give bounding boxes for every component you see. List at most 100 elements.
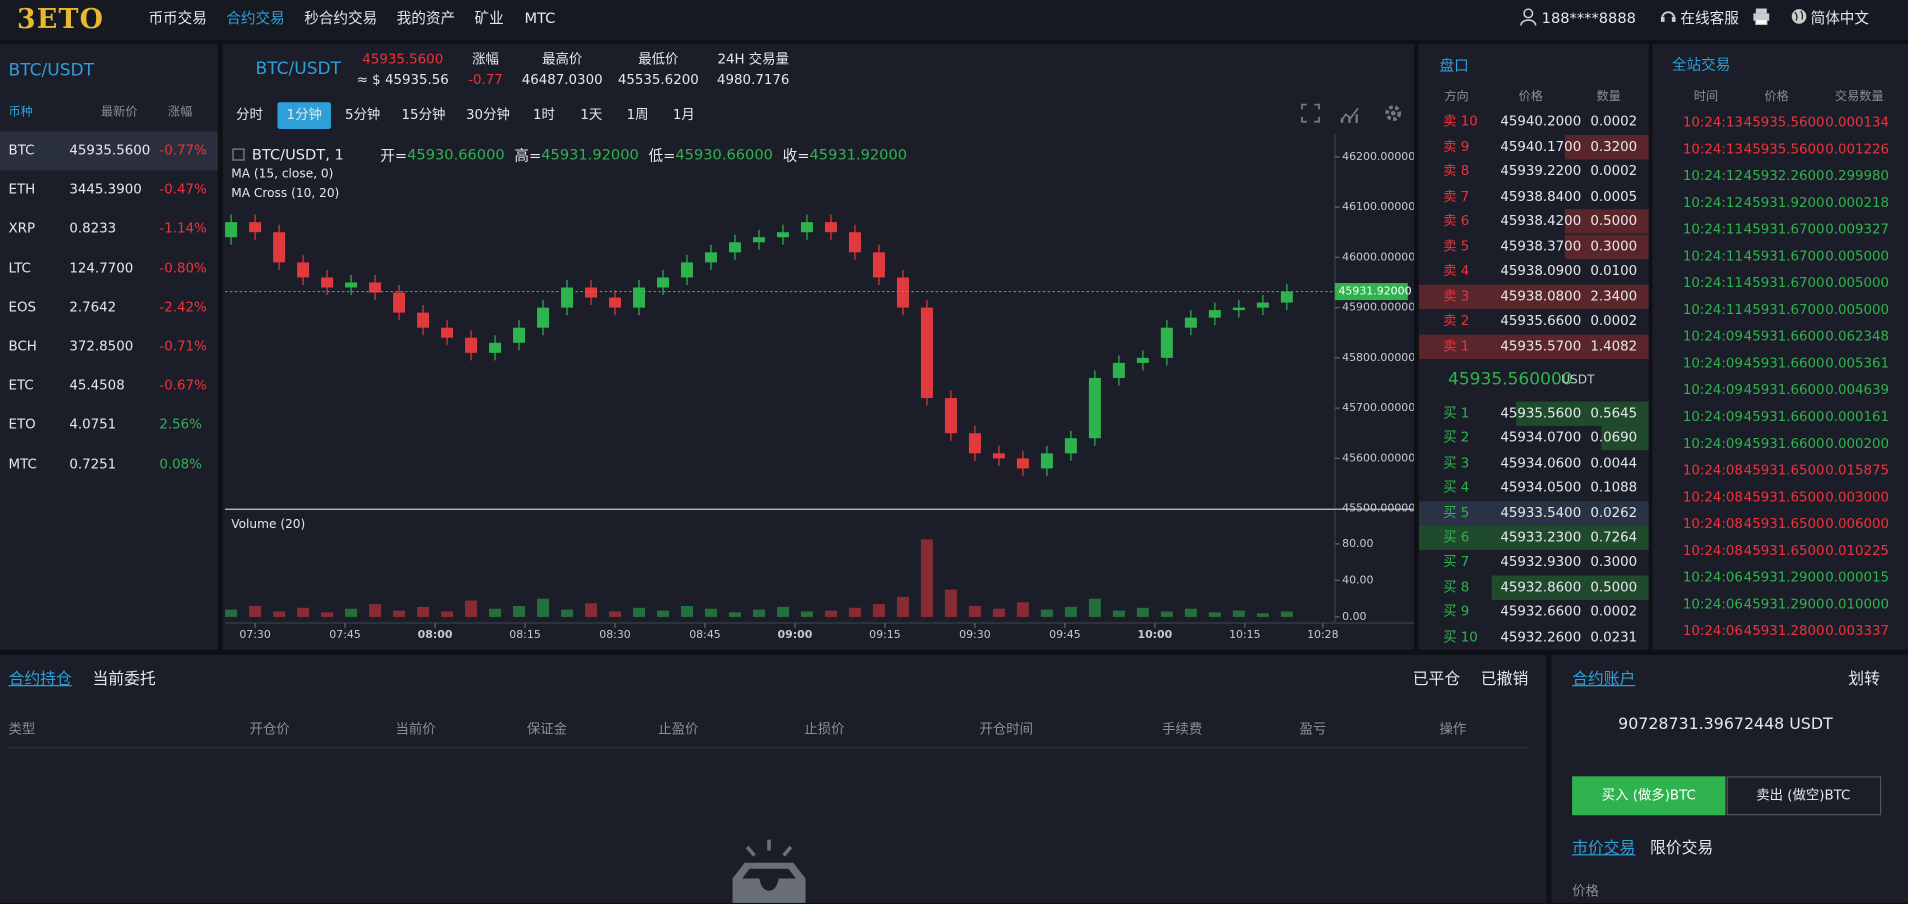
logo: 3ETO	[17, 3, 105, 36]
ask-amount: 0.0002	[1590, 312, 1638, 329]
market-change: -0.67%	[159, 377, 207, 394]
market-change: -0.80%	[159, 259, 207, 276]
ask-price: 45938.0900	[1500, 262, 1582, 279]
ohlc-label: 收=	[782, 146, 810, 164]
candle-body	[321, 277, 334, 288]
ohlc-label: 高=	[514, 146, 542, 164]
trade-price: 45931.2800	[1743, 623, 1825, 639]
ask-price: 45938.8400	[1500, 187, 1582, 204]
volume-bar	[273, 611, 286, 617]
depth-bar	[1418, 500, 1649, 526]
sell-button[interactable]: 卖出 (做空)BTC	[1726, 776, 1882, 816]
filter-tab[interactable]: 已撤销	[1480, 670, 1529, 689]
market-price: 3445.3900	[69, 181, 142, 198]
volume-bar	[609, 611, 622, 617]
transfer-link[interactable]: 划转	[1848, 670, 1880, 689]
volume-bar	[393, 610, 406, 617]
y-tick-label: 45900.00000	[1342, 301, 1414, 314]
user-icon	[1520, 8, 1537, 26]
nav-item[interactable]: MTC	[524, 9, 556, 27]
account-title[interactable]: 合约账户	[1572, 670, 1636, 689]
interval-button[interactable]: 1天	[580, 107, 603, 123]
interval-button[interactable]: 5分钟	[344, 107, 381, 123]
print-icon[interactable]	[1752, 7, 1770, 25]
volume-bar	[872, 604, 885, 617]
volume-bar	[896, 596, 909, 617]
nav-item[interactable]: 合约交易	[226, 9, 285, 27]
bid-price: 45933.5400	[1500, 504, 1582, 521]
order-type-tab[interactable]: 限价交易	[1649, 839, 1714, 858]
bid-level: 买 8	[1443, 578, 1470, 595]
interval-button[interactable]: 1分钟	[286, 107, 322, 123]
last-price-label: 45931.92000	[1338, 285, 1411, 298]
bid-amount: 0.0002	[1590, 603, 1638, 620]
nav-item[interactable]: 秒合约交易	[304, 9, 378, 27]
ohlc-label: 低=	[648, 146, 676, 164]
market-change: 2.56%	[159, 416, 202, 433]
trade-time: 10:24:09	[1682, 355, 1743, 372]
volume-bar	[537, 598, 550, 617]
y-tick-label: 45600.00000	[1342, 451, 1414, 464]
trade-time: 10:24:08	[1682, 542, 1743, 559]
trade-amount: 0.000200	[1825, 435, 1890, 452]
market-price: 2.7642	[69, 299, 117, 315]
interval-button[interactable]: 1周	[626, 107, 649, 123]
sell-label: 卖出 (做空)BTC	[1756, 787, 1851, 804]
language-select[interactable]: 简体中文	[1810, 9, 1870, 27]
column-header: 盈亏	[1299, 721, 1327, 738]
volume-bar	[920, 539, 933, 617]
stat-value: 46487.0300	[521, 71, 603, 88]
volume-bar	[633, 607, 646, 617]
interval-button[interactable]: 1月	[672, 107, 695, 123]
ask-amount: 0.3000	[1590, 237, 1638, 254]
trade-amount: 0.005000	[1825, 301, 1890, 318]
x-tick-label: 07:45	[329, 628, 361, 641]
order-type-tab[interactable]: 市价交易	[1572, 839, 1636, 858]
trade-amount: 0.004639	[1825, 382, 1890, 398]
interval-button[interactable]: 分时	[236, 107, 263, 123]
x-tick-label: 09:15	[869, 628, 901, 641]
bid-price: 45934.0500	[1500, 479, 1582, 496]
volume-bar	[225, 609, 238, 617]
position-tab[interactable]: 当前委托	[92, 670, 156, 689]
collapse-icon[interactable]	[232, 148, 245, 161]
candle-body	[417, 312, 430, 328]
interval-button[interactable]: 30分钟	[466, 107, 510, 123]
ohlc-value: 45930.66000	[675, 146, 773, 164]
trade-price: 45931.6600	[1743, 382, 1825, 398]
support-link[interactable]: 在线客服	[1680, 9, 1739, 27]
trade-price: 45935.5600	[1743, 114, 1825, 131]
top-bar: 3ETO 币币交易 合约交易 秒合约交易 我的资产 矿业 MTC 188****8888 在线客…	[0, 0, 1908, 41]
trade-time: 10:24:12	[1682, 167, 1743, 184]
nav-item[interactable]: 币币交易	[148, 9, 207, 27]
candle-body	[1184, 317, 1197, 328]
buy-label: 买入 (做多)BTC	[1601, 787, 1696, 804]
candle-body	[872, 252, 885, 278]
market-row[interactable]	[0, 131, 218, 171]
interval-active[interactable]	[277, 102, 331, 129]
nav-item[interactable]: 我的资产	[396, 9, 456, 27]
filter-tab[interactable]: 已平仓	[1412, 670, 1461, 689]
ask-price: 45939.2200	[1500, 163, 1582, 179]
volume-bar	[752, 609, 765, 617]
chart-toolbar[interactable]	[1301, 103, 1414, 127]
column-header: 止盈价	[658, 721, 699, 738]
column-header: 交易数量	[1834, 90, 1884, 104]
chart-area: 45500.00000 45600.00000 45700.00000 45800.0…	[222, 133, 1414, 650]
market-symbol: ETH	[8, 181, 36, 198]
interval-button[interactable]: 1时	[532, 107, 555, 123]
interval-button[interactable]: 15分钟	[401, 107, 446, 123]
mid-price: 45935.560000	[1447, 369, 1573, 390]
user-name[interactable]: 188****8888	[1541, 9, 1636, 27]
candle-body	[225, 222, 238, 238]
buy-button[interactable]: 买入 (做多)BTC	[1572, 776, 1726, 816]
nav-item[interactable]: 矿业	[474, 9, 504, 27]
volume-bar	[1208, 612, 1221, 617]
volume-bar	[1184, 608, 1197, 617]
position-tab[interactable]: 合约持仓	[8, 670, 72, 689]
chart-legend: BTC/USDT, 1 开= 45930.66000 高= 45931.92000 低= 4…	[232, 144, 916, 166]
ohlc-value: 45930.66000	[407, 146, 505, 164]
column-header: 涨幅	[167, 105, 193, 120]
candle-body	[1088, 377, 1101, 439]
